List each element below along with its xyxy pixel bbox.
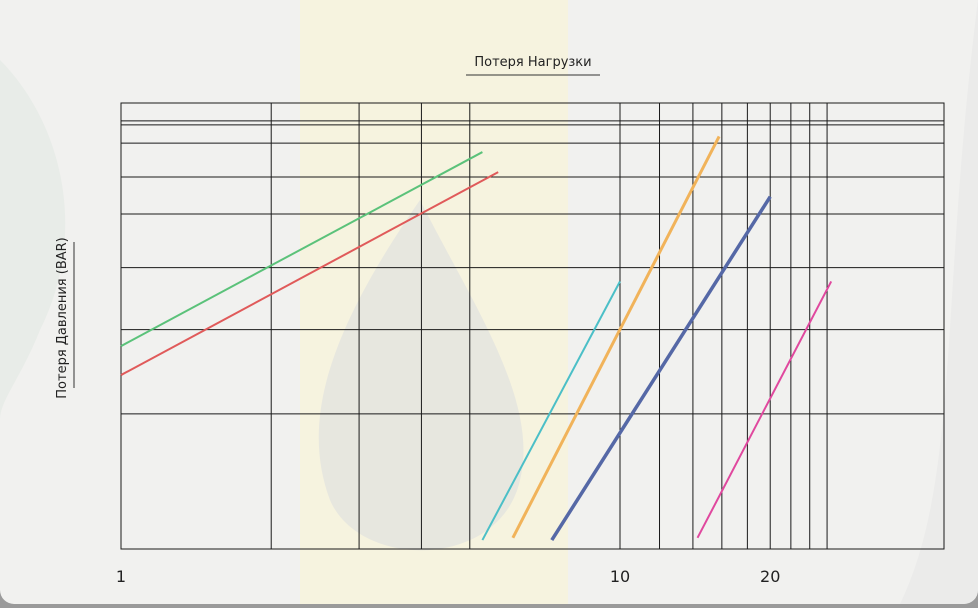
y-axis-label: Потеря Давления (BAR) [55,237,70,398]
chart-series [120,135,833,542]
x-tick-label: 10 [610,567,630,586]
series-line-1 [120,151,483,347]
x-tick-label: 1 [116,567,126,586]
series-line-3 [481,280,621,541]
watermark-leaf-right [900,0,978,604]
x-tick-label: 20 [760,567,780,586]
series-line-5 [550,195,772,542]
series-line-2 [120,171,499,376]
watermark-leaf-left [0,60,66,420]
plot-frame [120,102,945,550]
chart-title: Потеря Нагрузки [474,55,591,70]
series-line-4 [511,135,721,539]
x-axis-ticks: 1 10 20 [116,567,780,586]
series-line-6 [696,280,833,539]
